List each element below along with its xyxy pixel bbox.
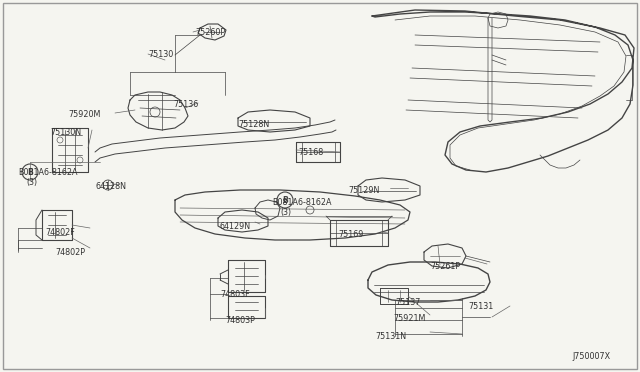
Text: 75169: 75169 [338, 230, 364, 239]
Text: 75137: 75137 [395, 298, 420, 307]
Text: 75920M: 75920M [68, 110, 100, 119]
Text: (3): (3) [26, 178, 37, 187]
Text: 75131: 75131 [468, 302, 493, 311]
Text: B081A6-8162A: B081A6-8162A [18, 168, 77, 177]
Text: 75130: 75130 [148, 50, 173, 59]
Text: 74803F: 74803F [220, 290, 250, 299]
Text: B: B [282, 196, 288, 205]
Text: 75260P: 75260P [195, 28, 225, 37]
Text: 75136: 75136 [173, 100, 198, 109]
Text: (3): (3) [280, 208, 291, 217]
Text: 74802P: 74802P [55, 248, 85, 257]
Text: 74803P: 74803P [225, 316, 255, 325]
Text: 74802F: 74802F [45, 228, 75, 237]
Text: 75128N: 75128N [238, 120, 269, 129]
Text: J750007X: J750007X [572, 352, 610, 361]
Text: 75921M: 75921M [393, 314, 426, 323]
Text: 75130N: 75130N [50, 128, 81, 137]
Text: 64128N: 64128N [96, 182, 127, 191]
Text: B081A6-8162A: B081A6-8162A [272, 198, 332, 207]
Text: 75261P: 75261P [430, 262, 460, 271]
Text: 75131N: 75131N [375, 332, 406, 341]
Text: 75168: 75168 [298, 148, 323, 157]
Text: 75129N: 75129N [348, 186, 380, 195]
Text: 64129N: 64129N [220, 222, 251, 231]
Text: B: B [27, 167, 33, 176]
